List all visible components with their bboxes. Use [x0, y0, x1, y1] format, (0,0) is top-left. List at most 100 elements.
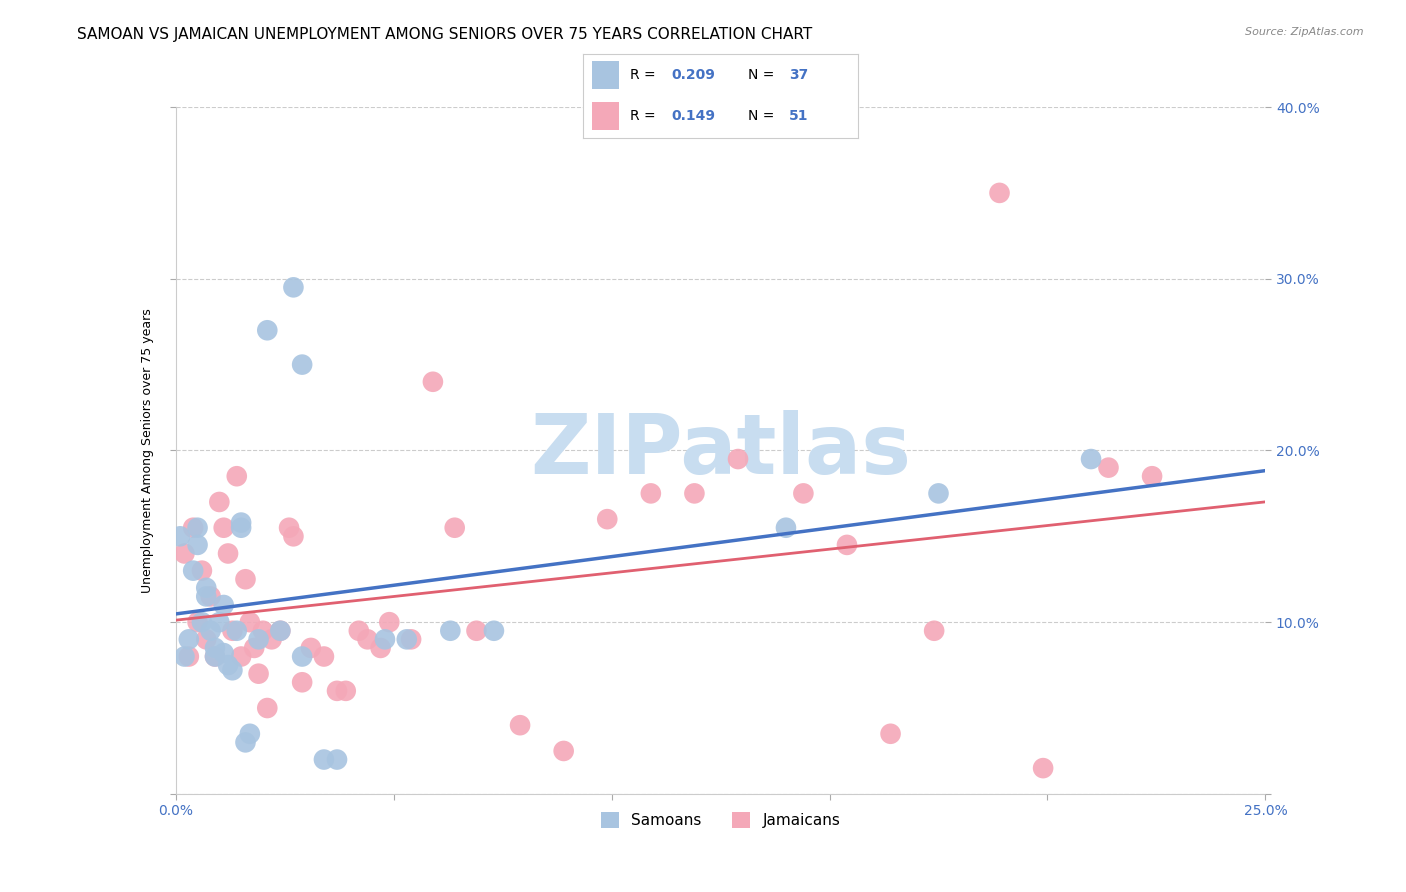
Point	[291, 649, 314, 664]
Point	[186, 521, 209, 535]
Point	[212, 521, 235, 535]
Point	[208, 615, 231, 630]
Point	[252, 624, 274, 638]
Point	[260, 632, 283, 647]
Point	[239, 727, 262, 741]
Point	[509, 718, 531, 732]
Point	[235, 735, 257, 749]
Point	[195, 590, 218, 604]
Point	[988, 186, 1011, 200]
Point	[200, 624, 222, 638]
Text: 37: 37	[789, 68, 808, 82]
Point	[217, 546, 239, 561]
Point	[326, 683, 349, 698]
Point	[225, 469, 247, 483]
Point	[235, 572, 257, 586]
Point	[278, 521, 301, 535]
Point	[212, 646, 235, 660]
Text: 51: 51	[789, 109, 808, 123]
Point	[1080, 452, 1102, 467]
Point	[482, 624, 505, 638]
Point	[239, 615, 262, 630]
Point	[191, 564, 214, 578]
Text: SAMOAN VS JAMAICAN UNEMPLOYMENT AMONG SENIORS OVER 75 YEARS CORRELATION CHART: SAMOAN VS JAMAICAN UNEMPLOYMENT AMONG SE…	[77, 27, 813, 42]
Point	[596, 512, 619, 526]
Point	[208, 495, 231, 509]
Point	[191, 615, 214, 630]
Point	[1032, 761, 1054, 775]
Point	[422, 375, 444, 389]
Point	[283, 280, 305, 294]
Point	[173, 546, 195, 561]
Point	[465, 624, 488, 638]
Point	[443, 521, 465, 535]
Point	[879, 727, 901, 741]
Point	[221, 663, 243, 677]
Point	[256, 323, 278, 337]
Point	[335, 683, 357, 698]
Point	[212, 598, 235, 612]
Point	[181, 564, 204, 578]
Point	[312, 753, 335, 767]
Point	[177, 649, 200, 664]
Point	[256, 701, 278, 715]
Point	[299, 640, 322, 655]
Bar	[592, 102, 619, 130]
Point	[291, 675, 314, 690]
Point	[186, 538, 209, 552]
Text: ZIPatlas: ZIPatlas	[530, 410, 911, 491]
Point	[283, 529, 305, 543]
Point	[231, 521, 253, 535]
Point	[727, 452, 749, 467]
Text: N =: N =	[748, 68, 775, 82]
Text: Source: ZipAtlas.com: Source: ZipAtlas.com	[1246, 27, 1364, 37]
Point	[928, 486, 950, 500]
Legend: Samoans, Jamaicans: Samoans, Jamaicans	[595, 806, 846, 834]
Point	[177, 632, 200, 647]
Point	[169, 529, 191, 543]
Point	[243, 640, 266, 655]
Point	[231, 649, 253, 664]
Point	[204, 649, 226, 664]
Point	[195, 581, 218, 595]
Point	[204, 649, 226, 664]
Point	[439, 624, 461, 638]
Point	[378, 615, 401, 630]
Point	[835, 538, 858, 552]
Point	[173, 649, 195, 664]
Point	[640, 486, 662, 500]
Point	[269, 624, 291, 638]
Point	[186, 615, 209, 630]
Point	[181, 521, 204, 535]
Point	[370, 640, 392, 655]
Text: N =: N =	[748, 109, 775, 123]
Point	[374, 632, 396, 647]
Point	[395, 632, 418, 647]
Point	[1097, 460, 1119, 475]
Point	[312, 649, 335, 664]
Point	[792, 486, 814, 500]
Point	[225, 624, 247, 638]
Point	[347, 624, 370, 638]
Y-axis label: Unemployment Among Seniors over 75 years: Unemployment Among Seniors over 75 years	[141, 308, 155, 593]
Text: R =: R =	[630, 109, 655, 123]
Point	[247, 632, 270, 647]
Point	[217, 658, 239, 673]
Point	[326, 753, 349, 767]
Point	[683, 486, 706, 500]
Point	[221, 624, 243, 638]
Point	[1140, 469, 1163, 483]
Text: 0.209: 0.209	[671, 68, 716, 82]
Point	[399, 632, 422, 647]
Point	[775, 521, 797, 535]
Point	[195, 632, 218, 647]
Text: R =: R =	[630, 68, 655, 82]
Point	[356, 632, 378, 647]
Point	[204, 640, 226, 655]
Point	[553, 744, 575, 758]
Text: 0.149: 0.149	[671, 109, 716, 123]
Point	[231, 516, 253, 530]
Point	[269, 624, 291, 638]
Point	[200, 590, 222, 604]
Point	[291, 358, 314, 372]
